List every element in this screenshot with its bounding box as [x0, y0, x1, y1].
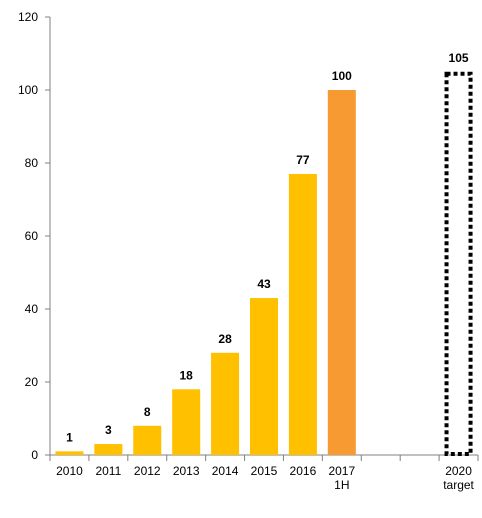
bar [249, 298, 279, 455]
data-label: 105 [449, 51, 469, 65]
data-label: 18 [180, 368, 194, 382]
x-tick-label: 2012 [134, 464, 161, 478]
y-tick-label: 80 [25, 156, 39, 170]
bar [133, 425, 162, 455]
bar [211, 352, 240, 455]
x-tick-label: 2017 1H [328, 464, 355, 492]
x-axis: 2010 2011 2012 2013 2014 2015 2016 2017 1H 2020 ta… [49, 454, 479, 492]
data-label: 77 [296, 153, 310, 167]
data-label: 28 [218, 332, 232, 346]
data-label: 3 [105, 423, 112, 437]
data-label: 1 [66, 430, 73, 444]
bar [94, 444, 123, 455]
x-tick-label: 2015 [251, 464, 278, 478]
y-tick-label: 60 [25, 229, 39, 243]
x-tick-label: 2014 [212, 464, 239, 478]
x-tick-label: 2011 [95, 464, 121, 478]
y-tick-label: 120 [18, 10, 38, 24]
bar [55, 451, 84, 455]
x-tick-label: 2013 [173, 464, 200, 478]
bar [288, 173, 317, 455]
bar-target [444, 71, 473, 456]
x-tick-label: 2010 [56, 464, 83, 478]
y-tick-label: 40 [25, 302, 39, 316]
data-label: 100 [332, 69, 352, 83]
bar [327, 90, 356, 455]
y-axis: 0 20 40 60 80 100 120 [18, 10, 51, 462]
y-tick-label: 0 [31, 448, 38, 462]
data-label: 43 [257, 277, 271, 291]
data-label: 8 [144, 405, 151, 419]
x-tick-label: 2016 [290, 464, 317, 478]
data-labels: 1 3 8 18 28 43 77 100 105 [66, 51, 469, 445]
bars [55, 71, 473, 456]
y-tick-label: 20 [25, 375, 39, 389]
bar [172, 389, 201, 455]
y-tick-label: 100 [18, 83, 38, 97]
x-tick-label: 2020 target [443, 464, 474, 492]
